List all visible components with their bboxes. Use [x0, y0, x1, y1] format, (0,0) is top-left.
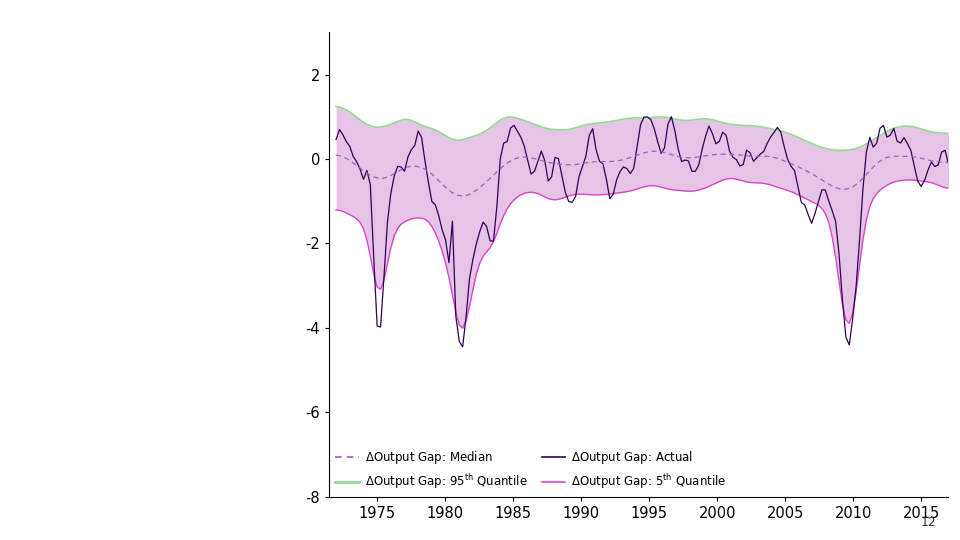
Text: Conditional
quantile dynamics: Conditional quantile dynamics [32, 184, 287, 248]
Text: 12: 12 [921, 516, 936, 529]
Legend: $\Delta$Output Gap: Median, $\Delta$Output Gap: 95$^{\rm th}$ Quantile, $\Delta$: $\Delta$Output Gap: Median, $\Delta$Outp… [335, 449, 727, 491]
